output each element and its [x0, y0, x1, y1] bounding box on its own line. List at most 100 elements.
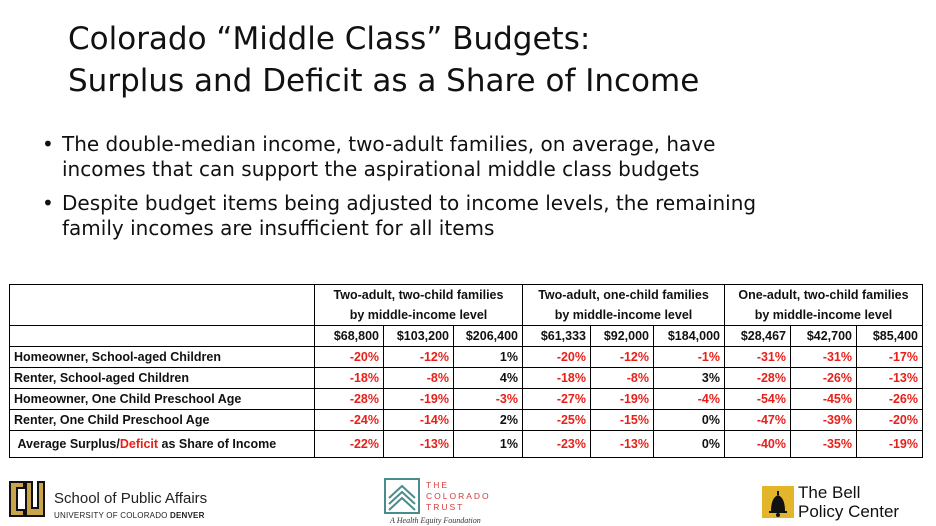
bullet-icon: •: [42, 191, 54, 215]
trust-logo-line-3: TRUST: [426, 502, 465, 512]
value-cell: -17%: [856, 346, 923, 368]
value-cell: 2%: [453, 409, 523, 431]
income-row: $68,800 $103,200 $206,400 $61,333 $92,00…: [9, 325, 923, 347]
corner-cell: [9, 284, 315, 326]
bell-logo-line-1: The Bell: [798, 483, 861, 502]
income-row-label: [9, 325, 315, 347]
value-cell: -8%: [383, 367, 454, 389]
value-cell: -8%: [590, 367, 654, 389]
value-cell: -20%: [856, 409, 923, 431]
value-cell: -45%: [790, 388, 857, 410]
value-cell: -12%: [383, 346, 454, 368]
average-value-cell: -40%: [724, 430, 791, 458]
average-value-cell: -13%: [590, 430, 654, 458]
value-cell: 0%: [653, 409, 725, 431]
value-cell: -13%: [856, 367, 923, 389]
bullet-item: • Despite budget items being adjusted to…: [42, 191, 756, 241]
average-value-cell: -23%: [522, 430, 591, 458]
group-subheader: by middle-income level: [522, 305, 725, 326]
table-row: Homeowner, One Child Preschool Age -28% …: [9, 388, 923, 410]
value-cell: 4%: [453, 367, 523, 389]
value-cell: -39%: [790, 409, 857, 431]
income-cell: $42,700: [790, 325, 857, 347]
title-line-2: Surplus and Deficit as a Share of Income: [68, 63, 700, 99]
trust-logo-line-1: THE: [426, 480, 449, 490]
trust-logo-line-2: COLORADO: [426, 491, 491, 501]
average-label-suffix: as Share of Income: [158, 437, 277, 451]
row-label: Renter, School-aged Children: [9, 367, 315, 389]
value-cell: -19%: [590, 388, 654, 410]
title-line-1: Colorado “Middle Class” Budgets:: [68, 21, 591, 57]
bullet-item: • The double-median income, two-adult fa…: [42, 132, 756, 182]
value-cell: -24%: [314, 409, 384, 431]
value-cell: -1%: [653, 346, 725, 368]
value-cell: 1%: [453, 346, 523, 368]
value-cell: -20%: [522, 346, 591, 368]
value-cell: -31%: [790, 346, 857, 368]
table-row: Homeowner, School-aged Children -20% -12…: [9, 346, 923, 368]
table-body: Homeowner, School-aged Children -20% -12…: [9, 346, 923, 458]
value-cell: -14%: [383, 409, 454, 431]
income-cell: $28,467: [724, 325, 791, 347]
income-cell: $92,000: [590, 325, 654, 347]
group-subheader-row: by middle-income level by middle-income …: [10, 305, 923, 326]
value-cell: -27%: [522, 388, 591, 410]
value-cell: 3%: [653, 367, 725, 389]
cu-logo-line-2: UNIVERSITY OF COLORADO DENVER: [54, 511, 205, 520]
value-cell: -54%: [724, 388, 791, 410]
bullet-2-line-1: Despite budget items being adjusted to i…: [62, 191, 757, 215]
average-label-prefix: Average Surplus/: [17, 437, 120, 451]
income-cell: $103,200: [383, 325, 454, 347]
value-cell: -31%: [724, 346, 791, 368]
value-cell: -4%: [653, 388, 725, 410]
average-value-cell: -35%: [790, 430, 857, 458]
value-cell: -28%: [724, 367, 791, 389]
value-cell: -25%: [522, 409, 591, 431]
table-row: Renter, School-aged Children -18% -8% 4%…: [9, 367, 923, 389]
value-cell: -15%: [590, 409, 654, 431]
slide-title: Colorado “Middle Class” Budgets: Surplus…: [68, 18, 699, 102]
cu-logo-line-1: School of Public Affairs: [54, 490, 208, 507]
colorado-trust-logo: THE COLORADO TRUST A Health Equity Found…: [384, 476, 524, 526]
bullet-1-line-2: incomes that can support the aspirationa…: [62, 157, 700, 181]
value-cell: -28%: [314, 388, 384, 410]
average-value-cell: -19%: [856, 430, 923, 458]
row-label: Homeowner, One Child Preschool Age: [9, 388, 315, 410]
budget-table: Two-adult, two-child families Two-adult,…: [9, 284, 923, 458]
table-row: Renter, One Child Preschool Age -24% -14…: [9, 409, 923, 431]
bullet-icon: •: [42, 132, 54, 156]
value-cell: -20%: [314, 346, 384, 368]
cu-monogram-icon: [9, 481, 45, 517]
group-header-one-adult-two-child: One-adult, two-child families: [724, 284, 923, 305]
value-cell: -18%: [314, 367, 384, 389]
cu-logo: School of Public Affairs UNIVERSITY OF C…: [6, 478, 236, 524]
cu-logo-university: UNIVERSITY OF COLORADO: [54, 511, 171, 520]
income-cell: $206,400: [453, 325, 523, 347]
value-cell: -26%: [790, 367, 857, 389]
value-cell: -26%: [856, 388, 923, 410]
cu-logo-campus: DENVER: [170, 511, 205, 520]
value-cell: -3%: [453, 388, 523, 410]
average-value-cell: 1%: [453, 430, 523, 458]
average-row: Average Surplus/Deficit as Share of Inco…: [9, 430, 923, 458]
bell-policy-center-logo: The Bell Policy Center: [762, 482, 932, 526]
average-value-cell: -22%: [314, 430, 384, 458]
value-cell: -18%: [522, 367, 591, 389]
average-value-cell: -13%: [383, 430, 454, 458]
bullet-2-line-2: family incomes are insufficient for all …: [62, 216, 495, 240]
income-cell: $68,800: [314, 325, 384, 347]
trust-logo-tagline: A Health Equity Foundation: [390, 516, 481, 525]
bullet-list: • The double-median income, two-adult fa…: [42, 132, 756, 250]
row-label: Renter, One Child Preschool Age: [9, 409, 315, 431]
average-row-label: Average Surplus/Deficit as Share of Inco…: [9, 430, 315, 458]
income-cell: $184,000: [653, 325, 725, 347]
value-cell: -12%: [590, 346, 654, 368]
value-cell: -47%: [724, 409, 791, 431]
group-header-two-adult-one-child: Two-adult, one-child families: [522, 284, 725, 305]
income-cell: $61,333: [522, 325, 591, 347]
value-cell: -19%: [383, 388, 454, 410]
income-cell: $85,400: [856, 325, 923, 347]
bullet-1-line-1: The double-median income, two-adult fami…: [62, 132, 716, 156]
mountain-icon: [384, 478, 420, 514]
group-subheader: by middle-income level: [724, 305, 923, 326]
